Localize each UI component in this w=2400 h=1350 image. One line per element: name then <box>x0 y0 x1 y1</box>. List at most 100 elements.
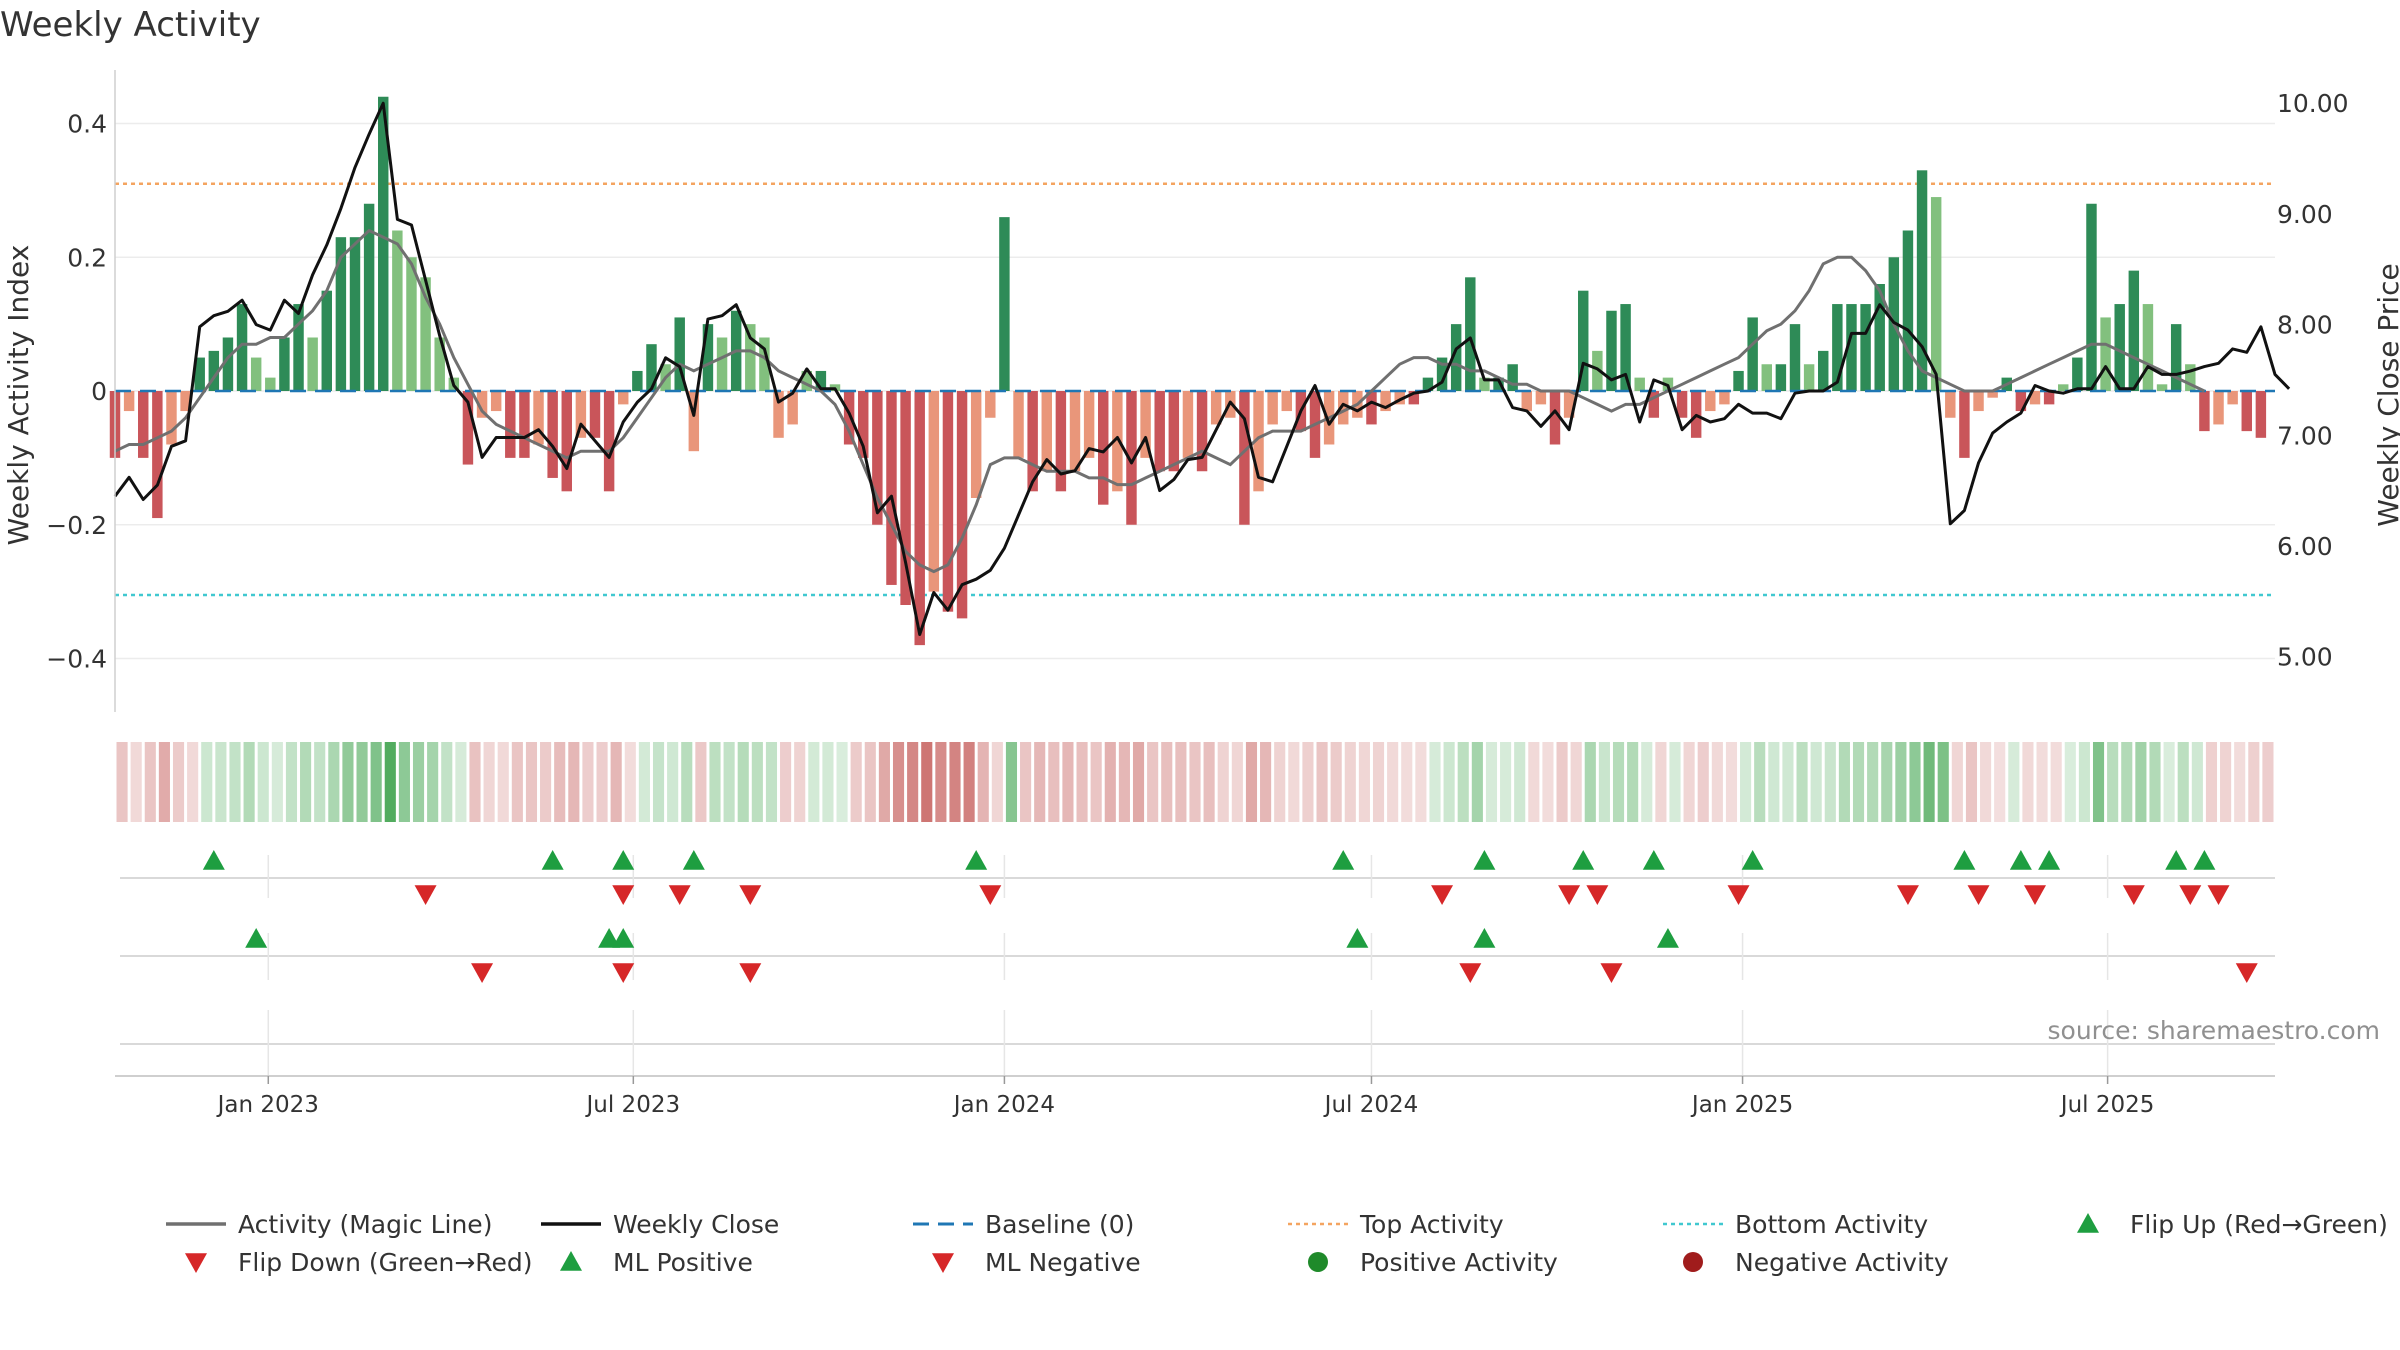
activity-bar <box>519 391 530 458</box>
activity-bar <box>123 391 135 412</box>
activity-bar <box>1761 364 1772 391</box>
activity-bar <box>462 391 474 465</box>
activity-bar <box>279 337 290 391</box>
heat-cell <box>751 742 763 822</box>
legend-label: Baseline (0) <box>985 1210 1134 1239</box>
heat-cell <box>1457 742 1469 822</box>
heat-cell <box>921 742 933 822</box>
heat-cell <box>1612 742 1625 822</box>
heat-cell <box>892 742 905 822</box>
heat-cell <box>2008 742 2020 822</box>
activity-bar <box>1789 324 1801 391</box>
activity-bar <box>985 391 996 418</box>
flip-down-marker <box>739 885 762 905</box>
heat-cell <box>1471 742 1483 822</box>
activity-bar <box>1747 317 1758 391</box>
flip-down-marker <box>2122 885 2145 905</box>
flip-down-marker <box>414 885 437 905</box>
heat-cell <box>398 742 410 822</box>
heat-cell <box>427 742 439 822</box>
activity-bar <box>1620 304 1631 391</box>
flip-down-marker <box>1558 885 1581 905</box>
activity-bar <box>942 391 954 612</box>
heat-cell <box>1231 742 1243 822</box>
activity-bar <box>166 391 177 445</box>
activity-bar <box>335 237 347 391</box>
y-tick-label-left: −0.4 <box>46 645 107 674</box>
activity-bar <box>688 391 700 452</box>
reference-lines <box>115 182 2275 597</box>
activity-bar <box>420 277 431 391</box>
activity-bars <box>109 96 2267 646</box>
activity-bar <box>1098 391 1109 505</box>
heat-cell <box>497 742 509 822</box>
heat-cell <box>2220 742 2232 822</box>
ml-positive-marker <box>1346 928 1369 948</box>
heat-cell <box>1697 742 1709 822</box>
heat-cell <box>1965 742 1978 822</box>
heat-cell <box>808 742 820 822</box>
heat-cell <box>412 742 425 822</box>
heat-cell <box>1062 742 1074 822</box>
flip-up-marker <box>612 850 635 870</box>
heat-cell <box>1867 742 1879 822</box>
legend-label: Positive Activity <box>1360 1248 1558 1277</box>
activity-bar <box>1168 391 1180 472</box>
heat-cell <box>1570 742 1582 822</box>
activity-bar <box>1027 391 1038 492</box>
heat-cell <box>1951 742 1963 822</box>
activity-bar <box>575 391 587 438</box>
legend-item: Positive Activity <box>1308 1248 1558 1277</box>
activity-bar <box>1267 391 1278 425</box>
activity-bar <box>2142 304 2154 391</box>
heat-cell <box>1500 742 1512 822</box>
flip-up-marker <box>2165 850 2188 870</box>
heat-cell <box>1824 742 1836 822</box>
heat-cell <box>370 742 382 822</box>
heat-cell <box>2262 742 2274 822</box>
activity-bar <box>843 391 855 445</box>
legend-label: Bottom Activity <box>1735 1210 1928 1239</box>
activity-bar <box>476 391 488 418</box>
activity-bar <box>1775 364 1787 391</box>
heat-cell <box>1838 742 1850 822</box>
activity-bar <box>1592 350 1603 391</box>
flip-down-marker <box>1727 885 1750 905</box>
heat-cell <box>1104 742 1116 822</box>
activity-bar <box>858 391 869 458</box>
ml-positive-marker <box>245 928 268 948</box>
activity-bar <box>618 391 629 405</box>
heat-cell <box>2149 742 2161 822</box>
x-axis: Jan 2023 Jul 2023 Jan 2024 Jul 2024 Jan 2025… <box>115 1075 2275 1118</box>
heat-cell <box>2121 742 2133 822</box>
legend-item: Activity (Magic Line) <box>166 1210 492 1239</box>
legend-label: Weekly Close <box>613 1210 779 1239</box>
x-tick-label: Jul 2023 <box>585 1092 681 1118</box>
activity-bar <box>1846 304 1857 391</box>
heat-cell <box>2078 742 2090 822</box>
heat-cell <box>1118 742 1130 822</box>
heat-cell <box>540 742 552 822</box>
flip-up-marker <box>682 850 705 870</box>
activity-bar <box>2072 357 2083 391</box>
activity-bar <box>674 317 685 391</box>
activity-bar <box>603 391 615 492</box>
heat-cell <box>300 742 312 822</box>
activity-bar <box>970 391 982 498</box>
heat-cell <box>1429 742 1441 822</box>
heat-cell <box>554 742 566 822</box>
heat-cell <box>144 742 156 822</box>
heat-cell <box>243 742 255 822</box>
heat-cell <box>1923 742 1935 822</box>
heat-cell <box>187 742 199 822</box>
heat-cell <box>949 742 961 822</box>
activity-bar <box>2086 203 2097 391</box>
activity-bar <box>1733 370 1744 391</box>
activity-bar <box>378 96 389 391</box>
activity-bar <box>1465 277 1476 391</box>
ml-positive-marker <box>612 928 635 948</box>
heat-cell <box>1401 742 1413 822</box>
heat-cell <box>582 742 594 822</box>
heat-cell <box>2022 742 2034 822</box>
